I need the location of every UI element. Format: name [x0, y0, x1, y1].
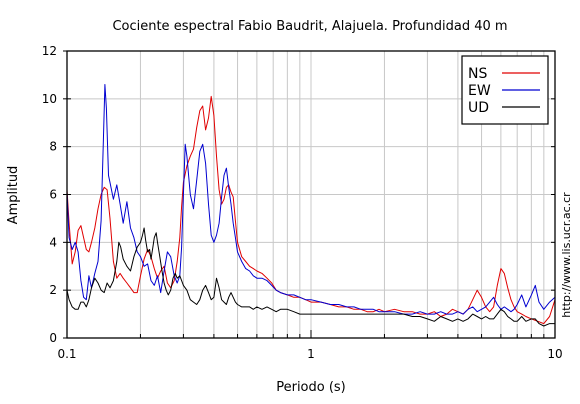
y-tick-label: 4: [49, 235, 57, 249]
legend-label-ns: NS: [468, 66, 487, 82]
legend-label-ew: EW: [468, 83, 491, 99]
x-axis-label: Periodo (s): [276, 380, 346, 395]
x-tick-label: 1: [307, 347, 315, 361]
series-line-ns: [66, 95, 556, 325]
x-tick-label: 0.1: [57, 347, 76, 361]
legend-label-ud: UD: [468, 100, 489, 116]
y-tick-label: 6: [49, 188, 57, 202]
x-tick-label: 10: [547, 347, 562, 361]
series-lines: [66, 84, 556, 327]
chart-title: Cociente espectral Fabio Baudrit, Alajue…: [112, 19, 507, 34]
y-tick-label: 10: [42, 92, 57, 106]
series-line-ud: [66, 227, 555, 327]
y-axis-ticks: 0 2 4 6 8 10 12: [42, 44, 555, 345]
source-url-watermark: http://www.lis.ucr.ac.cr: [560, 192, 573, 318]
series-line-ew: [66, 84, 556, 315]
y-tick-label: 8: [49, 140, 57, 154]
y-tick-label: 2: [49, 283, 57, 297]
x-axis-ticks: 0.1 1 10: [57, 330, 563, 361]
y-axis-label: Amplitud: [6, 166, 21, 225]
y-tick-label: 12: [42, 44, 57, 58]
y-tick-label: 0: [49, 331, 57, 345]
